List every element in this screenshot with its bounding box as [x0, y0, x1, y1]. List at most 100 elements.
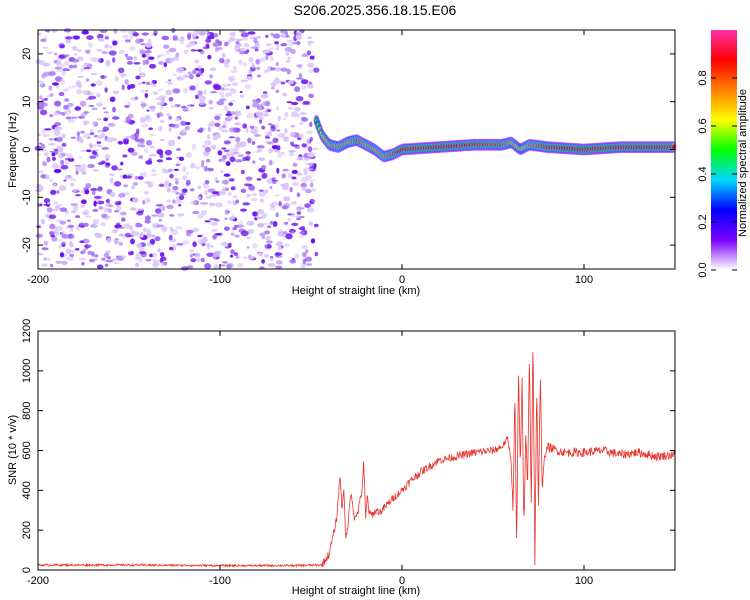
noise-blob — [37, 252, 44, 256]
noise-blob — [53, 148, 58, 151]
noise-blob — [220, 170, 224, 174]
noise-blob — [171, 123, 180, 129]
noise-blob — [161, 168, 167, 174]
noise-blob — [149, 134, 156, 137]
noise-blob — [85, 149, 92, 153]
noise-blob — [283, 136, 289, 142]
noise-blob — [93, 195, 102, 199]
y-tick-label: -20 — [21, 237, 33, 253]
noise-blob — [84, 111, 90, 114]
noise-blob — [176, 199, 182, 205]
noise-blob — [272, 137, 279, 143]
noise-blob — [190, 49, 198, 52]
noise-blob — [58, 91, 65, 97]
noise-blob — [295, 34, 303, 40]
noise-blob — [192, 210, 200, 215]
noise-blob — [64, 159, 69, 165]
noise-blob — [309, 55, 315, 60]
noise-blob — [43, 240, 48, 246]
noise-blob — [104, 87, 108, 93]
noise-blob — [144, 219, 151, 224]
noise-blob — [113, 261, 120, 265]
noise-blob — [94, 254, 99, 258]
noise-blob — [176, 148, 181, 151]
noise-blob — [274, 194, 280, 197]
noise-blob — [290, 201, 297, 205]
noise-blob — [61, 142, 67, 147]
noise-blob — [243, 183, 252, 187]
noise-blob — [190, 163, 196, 169]
noise-blob — [245, 157, 249, 160]
y-tick-label: 0 — [21, 146, 33, 152]
noise-blob — [206, 134, 211, 140]
noise-blob — [269, 159, 273, 166]
noise-blob — [267, 225, 272, 228]
noise-blob — [55, 85, 60, 89]
noise-blob — [59, 252, 65, 258]
noise-blob — [176, 76, 183, 81]
noise-blob — [72, 64, 78, 69]
noise-blob — [159, 152, 164, 159]
noise-blob — [78, 136, 84, 142]
noise-blob — [58, 203, 63, 207]
noise-blob — [90, 188, 98, 192]
x-tick-label: 0 — [399, 274, 405, 286]
noise-blob — [118, 226, 125, 229]
noise-blob — [260, 198, 264, 203]
noise-blob — [58, 147, 64, 153]
noise-blob — [124, 53, 129, 57]
noise-blob — [111, 258, 118, 261]
noise-blob — [280, 67, 288, 72]
noise-blob — [126, 172, 134, 176]
noise-blob — [289, 131, 296, 138]
noise-blob — [229, 156, 236, 163]
noise-blob — [228, 37, 236, 42]
noise-blob — [215, 113, 223, 116]
noise-blob — [172, 199, 176, 204]
noise-blob — [163, 44, 170, 49]
noise-blob — [90, 128, 94, 133]
noise-blob — [298, 73, 303, 78]
noise-blob — [127, 147, 135, 153]
noise-blob — [264, 244, 268, 248]
noise-blob — [266, 109, 271, 112]
noise-blob — [204, 80, 212, 85]
noise-blob — [106, 237, 112, 243]
noise-blob — [226, 115, 235, 119]
noise-blob — [229, 88, 237, 94]
noise-blob — [105, 61, 111, 67]
noise-blob — [132, 182, 139, 186]
noise-blob — [267, 263, 276, 268]
noise-blob — [167, 139, 176, 146]
noise-blob — [39, 142, 43, 145]
noise-blob — [176, 242, 184, 246]
noise-blob — [305, 263, 313, 266]
noise-blob — [68, 176, 74, 180]
noise-blob — [70, 203, 78, 207]
noise-blob — [234, 122, 241, 126]
noise-blob — [275, 212, 279, 218]
noise-blob — [287, 56, 291, 60]
noise-blob — [284, 111, 289, 118]
noise-blob — [104, 263, 109, 267]
noise-blob — [275, 260, 283, 265]
y-tick-label: 10 — [21, 96, 33, 108]
noise-blob — [301, 245, 308, 250]
noise-blob — [239, 90, 243, 94]
noise-blob — [84, 62, 88, 66]
noise-blob — [209, 67, 217, 72]
noise-blob — [47, 202, 51, 205]
noise-blob — [64, 108, 72, 115]
noise-blob — [235, 159, 243, 163]
noise-blob — [280, 81, 286, 85]
noise-blob — [120, 211, 127, 216]
noise-blob — [108, 50, 117, 56]
x-tick-label: 0 — [399, 575, 405, 587]
noise-blob — [309, 179, 315, 182]
noise-blob — [305, 175, 312, 180]
noise-blob — [111, 165, 118, 171]
noise-blob — [288, 150, 296, 153]
noise-blob — [48, 85, 53, 91]
noise-blob — [292, 181, 300, 186]
